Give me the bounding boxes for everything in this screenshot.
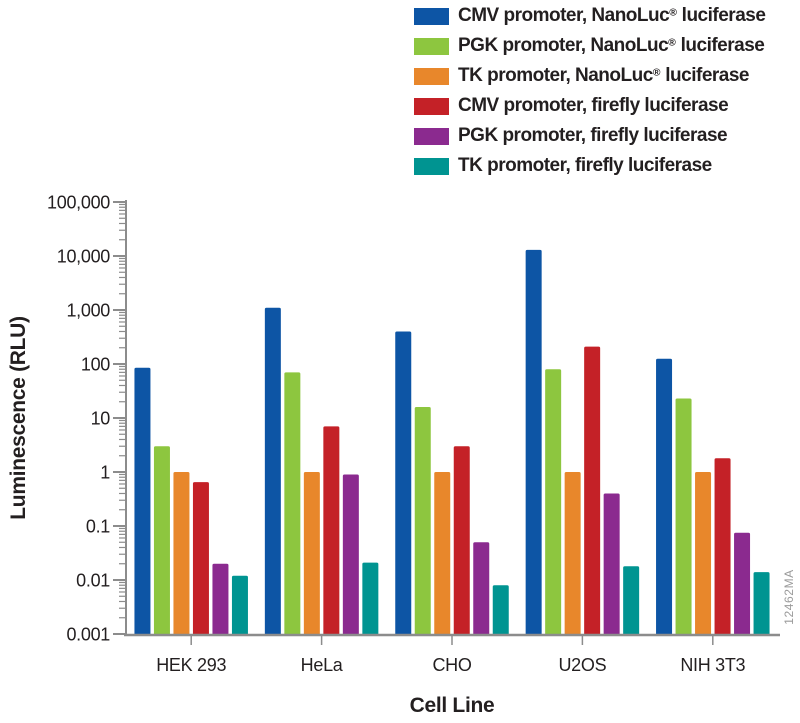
legend-item: TK promoter, NanoLuc® luciferase [414, 61, 765, 91]
legend-swatch [414, 7, 449, 25]
chart-bar [434, 472, 451, 634]
registered-mark: ® [668, 37, 676, 49]
chart-bar [584, 346, 601, 634]
figure-id-watermark: 12462MA [782, 569, 796, 625]
y-axis-title: Luminescence (RLU) [7, 316, 30, 520]
legend-swatch [414, 37, 449, 55]
axis-labels-group: 100,000 10,000 1,000 100 10 1 0.1 0.01 0.001 HEK … [47, 193, 746, 676]
y-tick-label: 10 [91, 409, 111, 429]
legend-swatch [414, 127, 449, 145]
chart-bar [414, 406, 431, 634]
y-tick-label: 100,000 [47, 193, 110, 213]
chart-bar [453, 446, 470, 634]
legend-swatch [414, 157, 449, 175]
chart-legend: CMV promoter, NanoLuc® luciferase PGK pro… [414, 1, 766, 181]
chart-bar [192, 482, 209, 634]
chart-bar [153, 446, 170, 634]
legend-item: CMV promoter, NanoLuc® luciferase [414, 1, 766, 31]
x-category-label: NIH 3T3 [680, 655, 745, 675]
x-axis-title: Cell Line [409, 694, 495, 717]
chart-bar [545, 369, 562, 634]
legend-label: TK promoter, NanoLuc® luciferase [458, 65, 750, 86]
y-tick-label: 10,000 [57, 247, 111, 267]
legend-item: PGK promoter, NanoLuc® luciferase [414, 31, 765, 61]
chart-bar [134, 367, 151, 634]
chart-bar [303, 472, 320, 634]
chart-bar [492, 585, 509, 634]
y-tick-label: 0.001 [66, 625, 110, 645]
legend-label: CMV promoter, NanoLuc® luciferase [458, 5, 766, 26]
registered-mark: ® [669, 7, 677, 19]
chart-bar [623, 566, 640, 634]
x-category-label: CHO [432, 655, 471, 675]
legend-item: CMV promoter, firefly luciferase [414, 91, 765, 121]
chart-bar [734, 532, 751, 634]
x-category-label: U2OS [558, 655, 606, 675]
chart-bar [323, 426, 340, 634]
y-tick-label: 0.1 [86, 517, 110, 537]
legend-label: CMV promoter, firefly luciferase [458, 95, 729, 116]
legend-label: TK promoter, firefly luciferase [458, 155, 712, 176]
x-category-label: HEK 293 [156, 655, 226, 675]
chart-bar [362, 562, 379, 634]
chart-bar [173, 472, 190, 634]
chart-bar [212, 563, 229, 634]
legend-swatch [414, 97, 449, 115]
y-tick-label: 0.01 [76, 571, 110, 591]
chart-bar [564, 472, 581, 634]
legend-swatch [414, 67, 449, 85]
legend-label: PGK promoter, firefly luciferase [458, 125, 728, 146]
chart-bar [603, 493, 620, 634]
legend-item: PGK promoter, firefly luciferase [414, 121, 765, 151]
chart-bar [395, 331, 412, 634]
chart-bar [714, 458, 731, 634]
y-tick-label: 1 [100, 463, 110, 483]
chart-bar [264, 307, 281, 634]
chart-bar [675, 398, 692, 634]
registered-mark: ® [652, 67, 661, 79]
legend-label: PGK promoter, NanoLuc® luciferase [458, 35, 765, 56]
chart-bar [231, 575, 248, 634]
chart-bar [342, 474, 359, 634]
chart-bar [695, 472, 712, 634]
chart-bar [284, 372, 301, 634]
chart-bar [473, 542, 490, 634]
bars-group [134, 249, 770, 635]
chart-bar [753, 572, 770, 634]
y-tick-label: 1,000 [66, 301, 110, 321]
chart-bar [525, 249, 542, 635]
y-tick-label: 100 [81, 355, 110, 375]
axes-group [113, 200, 780, 645]
chart-bar [656, 358, 673, 634]
legend-item: TK promoter, firefly luciferase [414, 151, 765, 181]
x-category-label: HeLa [301, 655, 344, 675]
